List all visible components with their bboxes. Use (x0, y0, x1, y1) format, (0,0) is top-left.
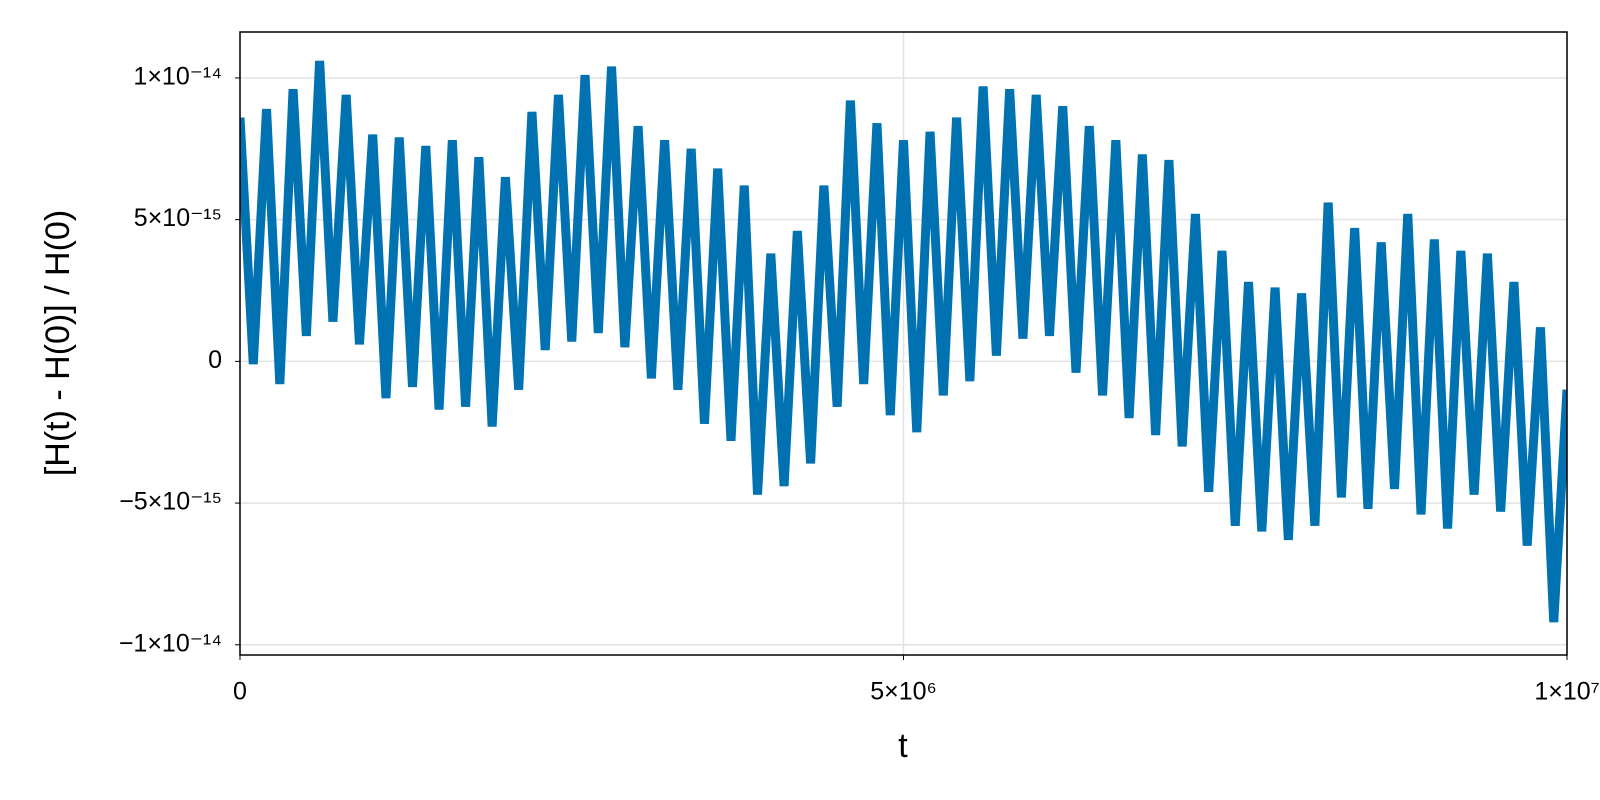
y-tick-label: −1×10⁻¹⁴ (119, 629, 222, 657)
y-tick-label: 0 (208, 346, 222, 374)
plot-area (240, 60, 1567, 623)
x-tick-label: 0 (233, 678, 247, 706)
data-line (240, 60, 1567, 623)
y-tick-label: −5×10⁻¹⁵ (119, 488, 222, 516)
tick-labels: −1×10⁻¹⁴ −5×10⁻¹⁵ 0 5×10⁻¹⁵ 1×10⁻¹⁴ 0 5×10⁶ 1×1… (119, 63, 1600, 706)
y-axis-title: [H(t) - H(0)] / H(0) (39, 210, 77, 476)
x-tick-label: 5×10⁶ (870, 678, 937, 706)
y-tick-label: 1×10⁻¹⁴ (133, 63, 222, 91)
x-tick-label: 1×10⁷ (1534, 678, 1599, 706)
x-axis-title: t (898, 727, 908, 765)
y-tick-label: 5×10⁻¹⁵ (134, 204, 222, 232)
